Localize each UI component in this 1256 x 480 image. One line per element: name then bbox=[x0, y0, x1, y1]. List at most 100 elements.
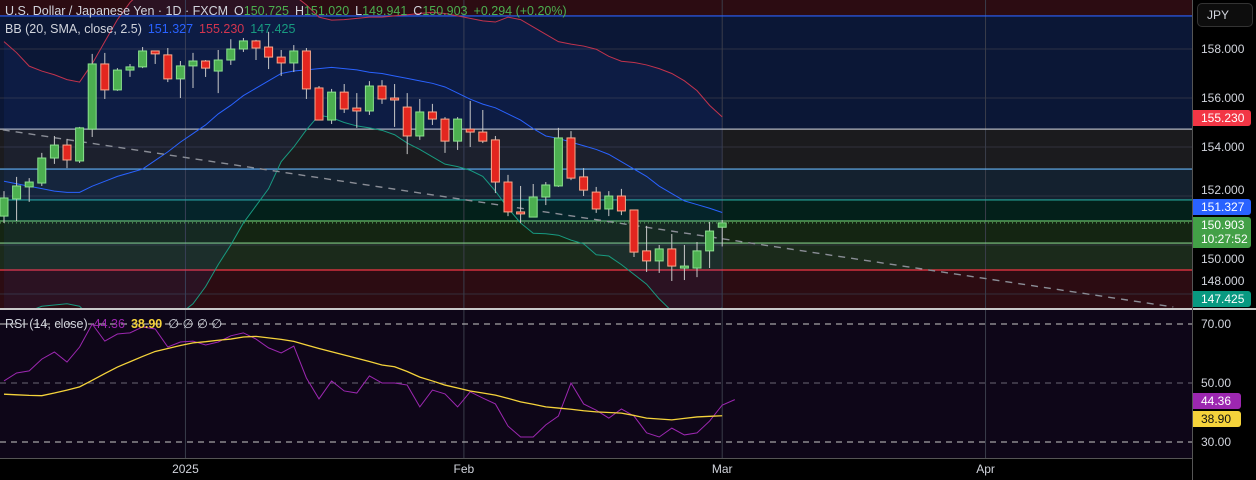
symbol-legend[interactable]: U.S. Dollar / Japanese Yen · 1D · FXCM O… bbox=[5, 4, 567, 19]
candle-up bbox=[654, 248, 664, 262]
candle-up bbox=[75, 127, 85, 162]
candle-up bbox=[289, 50, 299, 64]
ohlc-close: C150.903 bbox=[413, 4, 467, 19]
candle-down bbox=[440, 118, 450, 142]
candle-down bbox=[62, 144, 72, 161]
candle-up bbox=[604, 195, 614, 210]
trend-line bbox=[2, 129, 1174, 308]
candle-up bbox=[125, 66, 135, 71]
low-value: 149.941 bbox=[362, 4, 408, 18]
candle-up bbox=[717, 222, 727, 228]
candle-down bbox=[339, 91, 349, 110]
ohlc-open: O150.725 bbox=[234, 4, 289, 19]
currency-button[interactable]: JPY bbox=[1197, 3, 1253, 27]
candle-down bbox=[616, 195, 626, 212]
candle-down bbox=[516, 211, 526, 215]
zone-band bbox=[0, 269, 1192, 308]
rsi-tick: 30.00 bbox=[1201, 435, 1232, 449]
price-tick: 150.000 bbox=[1201, 252, 1245, 266]
candle-down bbox=[465, 128, 475, 133]
candle-up bbox=[238, 40, 248, 50]
candle-up bbox=[553, 137, 563, 187]
candle-up bbox=[12, 185, 22, 200]
candle-down bbox=[478, 131, 488, 142]
high-value: 151.020 bbox=[303, 4, 350, 18]
candle-down bbox=[352, 107, 362, 112]
price-tick: 154.000 bbox=[1201, 140, 1245, 154]
bb-upper-value: 155.230 bbox=[199, 22, 245, 36]
rsi-tag: 44.36 bbox=[1193, 393, 1241, 409]
rsi-line bbox=[3, 323, 735, 438]
bb-lower-tag: 147.425 bbox=[1193, 291, 1251, 307]
time-tick: Apr bbox=[976, 462, 995, 476]
candle-up bbox=[453, 118, 463, 142]
price-tick: 158.000 bbox=[1201, 42, 1245, 56]
candle-down bbox=[301, 50, 311, 90]
price-tick: 152.000 bbox=[1201, 183, 1245, 197]
candle-down bbox=[163, 54, 173, 80]
candle-up bbox=[541, 184, 551, 198]
symbol-title: U.S. Dollar / Japanese Yen · 1D · FXCM bbox=[5, 4, 229, 18]
ohlc-low: L149.941 bbox=[355, 4, 407, 19]
price-tick: 148.000 bbox=[1201, 274, 1245, 288]
open-value: 150.725 bbox=[243, 4, 289, 18]
time-tick: 2025 bbox=[172, 462, 199, 476]
candle-down bbox=[150, 50, 160, 55]
candle-down bbox=[276, 56, 286, 64]
rsi-tick: 50.00 bbox=[1201, 376, 1232, 390]
rsi-legend[interactable]: RSI (14, close) 44.36 38.90 ∅ ∅ ∅ ∅ bbox=[5, 317, 222, 332]
ohlc-high: H151.020 bbox=[295, 4, 349, 19]
price-tick: 156.000 bbox=[1201, 91, 1245, 105]
axis-divider bbox=[1192, 0, 1193, 480]
candle-up bbox=[692, 250, 702, 269]
candle-up bbox=[415, 111, 425, 137]
zone-band bbox=[0, 15, 1192, 130]
candle-down bbox=[503, 181, 513, 213]
bb-legend[interactable]: BB (20, SMA, close, 2.5) 151.327 155.230… bbox=[5, 22, 295, 37]
rsi-value: 44.36 bbox=[93, 317, 125, 331]
candle-up bbox=[138, 50, 148, 68]
last-price: 150.903 bbox=[1201, 218, 1245, 232]
zone-band bbox=[0, 0, 1192, 16]
candle-up bbox=[213, 59, 223, 72]
rsi-ma-line bbox=[3, 335, 723, 421]
change-value: +0.294 (+0.20%) bbox=[473, 4, 567, 18]
candle-down bbox=[642, 250, 652, 262]
candle-down bbox=[251, 40, 261, 49]
candle-up bbox=[327, 91, 337, 121]
rsi-ma-tag: 38.90 bbox=[1193, 411, 1241, 427]
candle-up bbox=[679, 265, 689, 269]
candle-up bbox=[188, 60, 198, 67]
candle-up bbox=[0, 197, 9, 217]
bb-lower-value: 147.425 bbox=[250, 22, 296, 36]
bb-lower-line bbox=[35, 114, 723, 308]
zone-band bbox=[0, 243, 1192, 270]
candle-up bbox=[37, 157, 47, 184]
last-price-tag: 150.903 10:27:52 bbox=[1193, 217, 1251, 248]
pane-separator[interactable] bbox=[0, 308, 1256, 310]
zone-band bbox=[0, 220, 1192, 244]
rsi-pane[interactable] bbox=[0, 310, 1192, 458]
candle-down bbox=[390, 97, 400, 101]
candle-down bbox=[100, 63, 110, 91]
candle-down bbox=[402, 106, 412, 137]
candle-down bbox=[264, 46, 274, 58]
rsi-ma-value: 38.90 bbox=[130, 317, 163, 331]
candle-up bbox=[49, 144, 59, 159]
candle-down bbox=[377, 85, 387, 100]
candle-down bbox=[566, 137, 576, 179]
candle-up bbox=[364, 85, 374, 112]
candle-down bbox=[427, 111, 437, 120]
close-value: 150.903 bbox=[422, 4, 468, 18]
price-pane[interactable] bbox=[0, 0, 1192, 308]
candle-down bbox=[314, 87, 324, 121]
bb-basis-line bbox=[3, 66, 723, 213]
candle-up bbox=[24, 181, 34, 188]
bb-upper-tag: 155.230 bbox=[1193, 110, 1251, 126]
candle-up bbox=[87, 63, 97, 130]
bb-label: BB (20, SMA, close, 2.5) bbox=[5, 22, 142, 36]
bb-basis-value: 151.327 bbox=[147, 22, 194, 36]
low-label: L bbox=[355, 4, 363, 18]
candle-up bbox=[226, 48, 236, 61]
candle-up bbox=[175, 65, 185, 80]
